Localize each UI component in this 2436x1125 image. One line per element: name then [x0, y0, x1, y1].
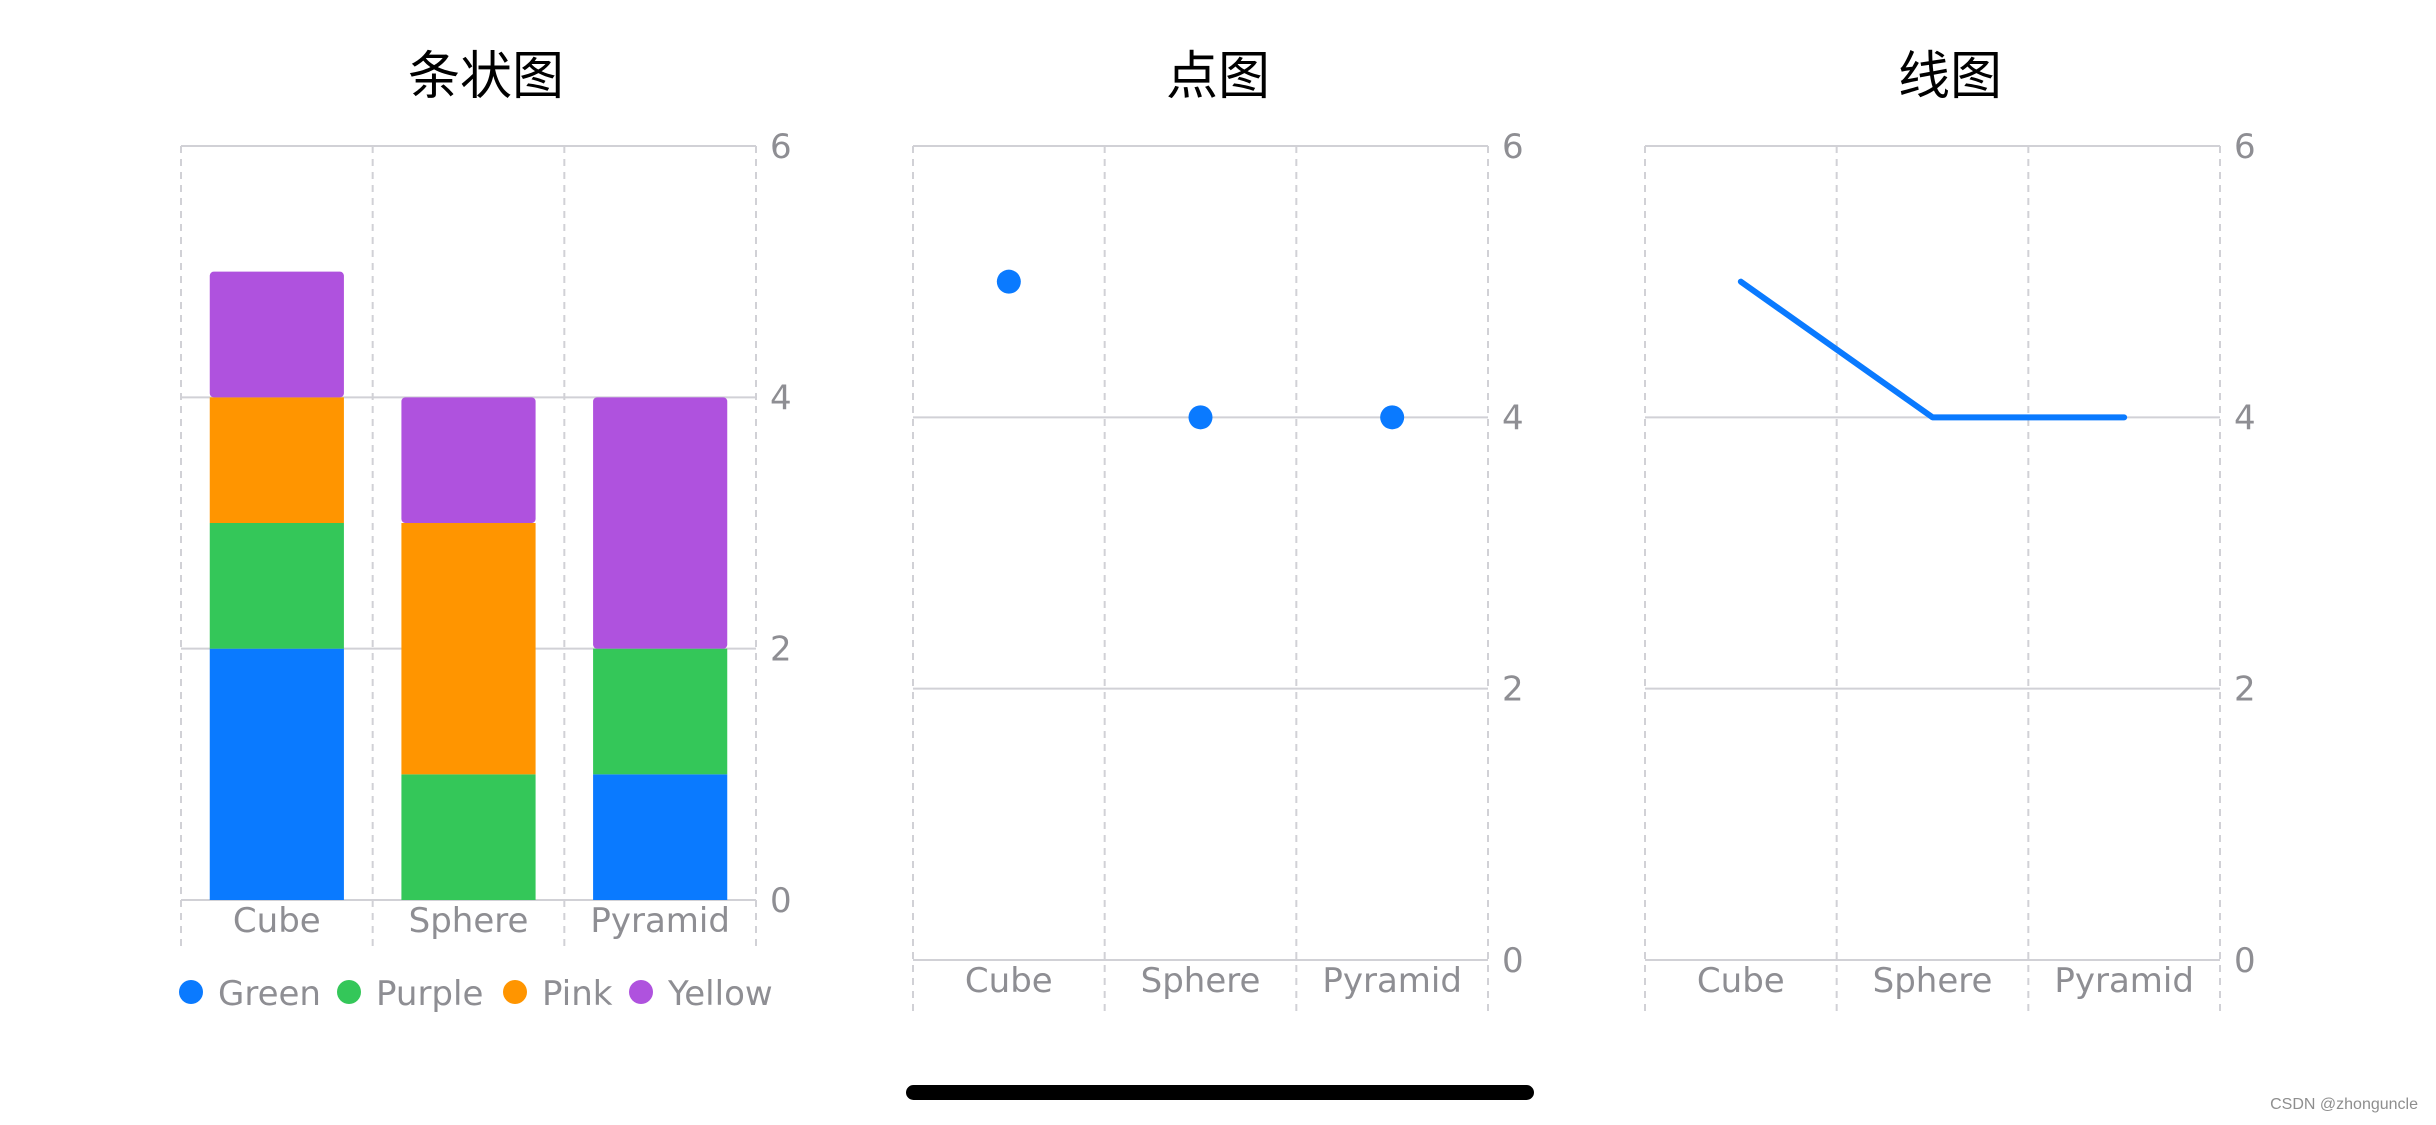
bar-segment — [209, 271, 344, 398]
x-tick-label: Pyramid — [2054, 961, 2194, 1001]
bar-segment — [209, 397, 344, 523]
y-tick-label: 4 — [2234, 398, 2256, 438]
x-tick-label: Pyramid — [590, 901, 730, 941]
line-chart-title: 线图 — [1897, 47, 2002, 107]
x-tick-label: Sphere — [409, 901, 529, 941]
y-tick-label: 6 — [2234, 127, 2256, 167]
x-tick-label: Sphere — [1873, 961, 1993, 1001]
y-tick-label: 2 — [2234, 670, 2256, 710]
y-tick-label: 0 — [2234, 941, 2256, 981]
y-tick-label: 0 — [770, 881, 792, 921]
legend-swatch — [179, 980, 203, 1004]
legend-label: Purple — [376, 974, 483, 1014]
legend-swatch — [629, 980, 653, 1004]
y-tick-label: 6 — [1502, 127, 1524, 167]
legend-swatch — [337, 980, 361, 1004]
point-chart-title: 点图 — [1165, 47, 1270, 107]
x-tick-label: Sphere — [1141, 961, 1261, 1001]
bar-segment — [593, 397, 728, 649]
bar-segment — [209, 648, 344, 900]
y-tick-label: 0 — [1502, 941, 1524, 981]
bar-segment — [209, 523, 344, 649]
legend-swatch — [503, 980, 527, 1004]
y-tick-label: 4 — [770, 378, 792, 418]
y-tick-label: 6 — [770, 127, 792, 167]
watermark-text: CSDN @zhonguncle — [2270, 1096, 2418, 1113]
bar-segment — [593, 774, 728, 900]
home-indicator[interactable] — [906, 1085, 1534, 1100]
y-tick-label: 4 — [1502, 398, 1524, 438]
x-tick-label: Cube — [965, 961, 1053, 1001]
bar-chart-title: 条状图 — [407, 47, 564, 107]
bar-segment — [401, 397, 536, 523]
y-tick-label: 2 — [770, 630, 792, 670]
bar-segment — [593, 648, 728, 775]
bar-segment — [401, 774, 536, 900]
y-tick-label: 2 — [1502, 670, 1524, 710]
x-tick-label: Cube — [233, 901, 321, 941]
x-tick-label: Pyramid — [1322, 961, 1462, 1001]
legend-label: Pink — [542, 974, 613, 1014]
data-point — [996, 269, 1021, 294]
x-tick-label: Cube — [1697, 961, 1785, 1001]
data-point — [1188, 405, 1213, 430]
legend-label: Green — [218, 974, 321, 1014]
bar-segment — [401, 523, 536, 775]
legend-label: Yellow — [667, 974, 773, 1014]
data-point — [1380, 405, 1405, 430]
series-line — [1737, 278, 2128, 421]
